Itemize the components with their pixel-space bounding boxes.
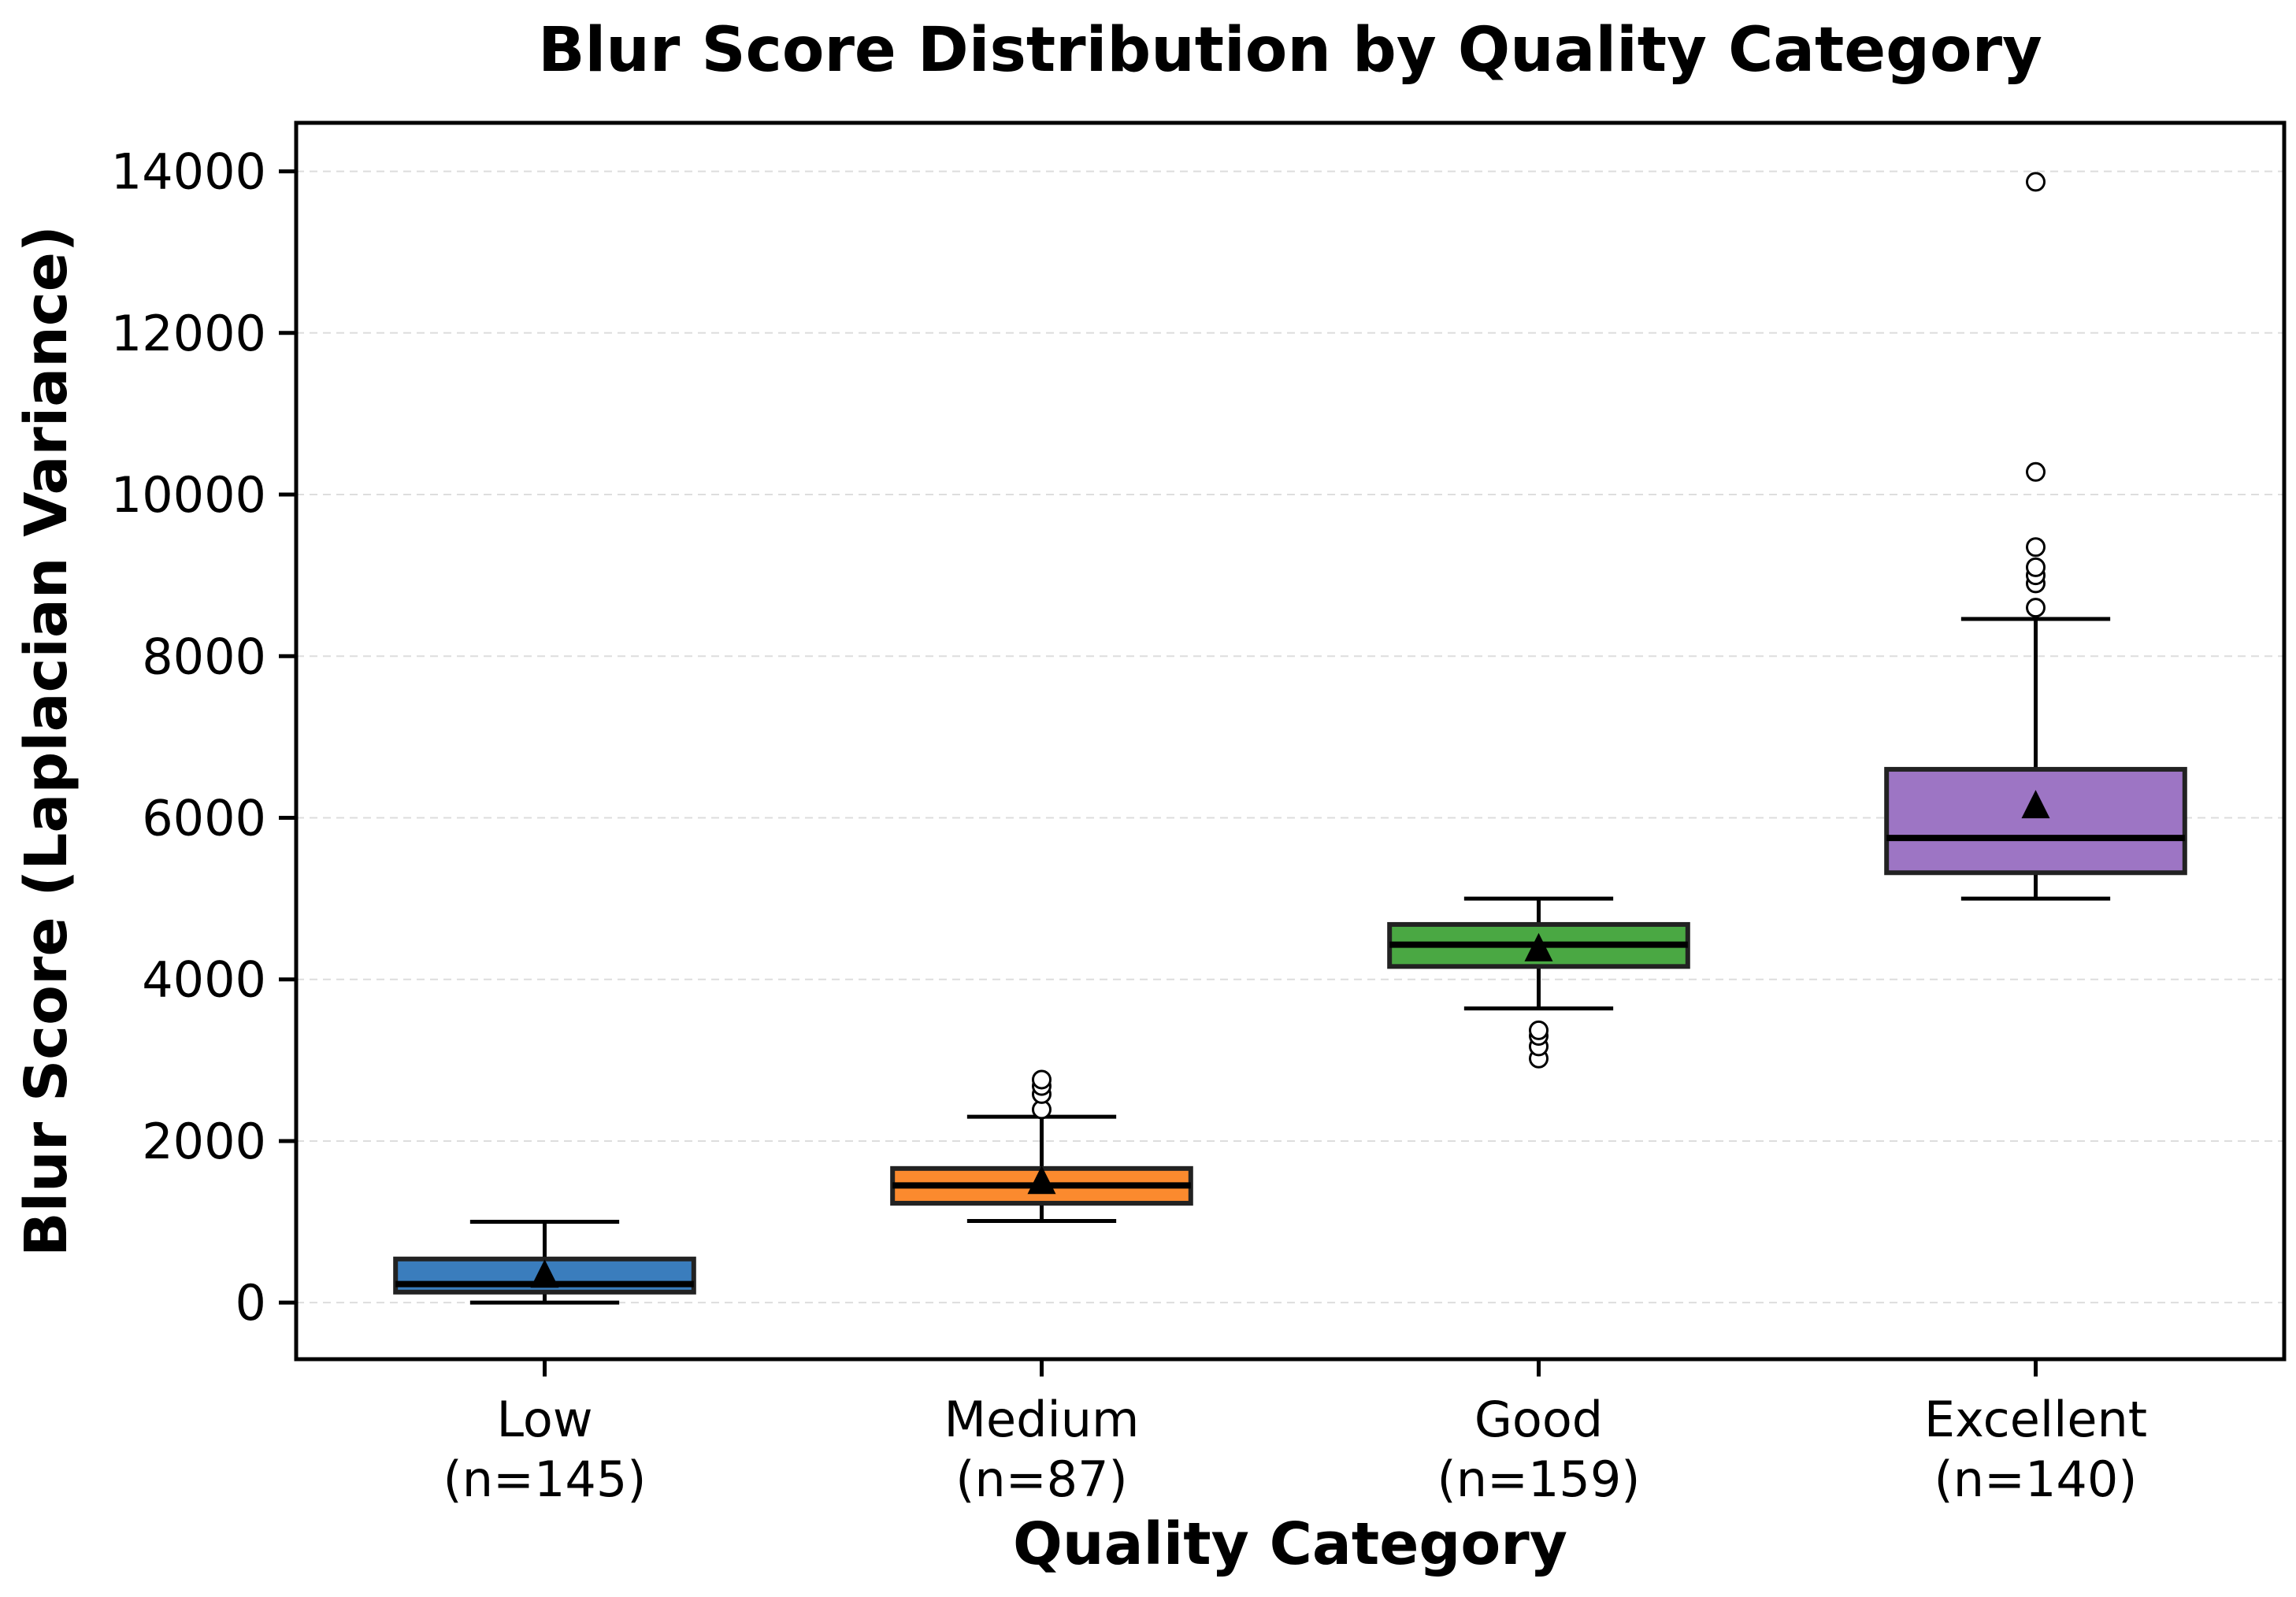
mean-marker: [1524, 932, 1553, 962]
y-axis-label: Blur Score (Laplacian Variance): [13, 225, 80, 1256]
y-tick-label: 6000: [142, 789, 266, 847]
y-tick-label: 10000: [111, 466, 266, 524]
chart-title: Blur Score Distribution by Quality Categ…: [538, 15, 2042, 86]
mean-marker: [2021, 790, 2050, 819]
x-tick-label: Good: [1474, 1391, 1603, 1448]
y-tick-label: 2000: [142, 1113, 266, 1170]
x-tick-count-label: (n=145): [443, 1451, 647, 1508]
box-good: [1387, 896, 1690, 1069]
y-tick-label: 4000: [142, 951, 266, 1009]
y-axis-ticks: 0 2000 4000 6000 8000 10000 12000 14000: [111, 143, 296, 1332]
box-low: [393, 1220, 696, 1305]
box-series: [393, 172, 2187, 1305]
box-excellent: [1884, 172, 2187, 901]
y-tick-label: 0: [236, 1274, 266, 1332]
x-tick-count-label: (n=140): [1934, 1451, 2138, 1508]
outlier-point: [2026, 557, 2046, 577]
x-tick-count-label: (n=87): [955, 1451, 1128, 1508]
box-medium: [890, 1069, 1193, 1224]
x-tick-label: Medium: [944, 1391, 1140, 1448]
y-tick-label: 12000: [111, 305, 266, 362]
x-axis-label: Quality Category: [1013, 1510, 1567, 1578]
x-axis-ticks: Low(n=145) Medium(n=87) Good(n=159) Excelle…: [443, 1359, 2147, 1508]
outlier-point: [1032, 1069, 1052, 1090]
y-tick-label: 8000: [142, 628, 266, 685]
y-grid: [296, 170, 2284, 1304]
x-tick-label: Low: [496, 1391, 592, 1448]
plot-frame: [294, 120, 2287, 1362]
x-tick-label: Excellent: [1924, 1391, 2147, 1448]
outlier-point: [2026, 172, 2046, 192]
outlier-point: [2026, 461, 2046, 482]
iqr-box: [1884, 766, 2187, 876]
y-tick-label: 14000: [111, 143, 266, 201]
outlier-point: [2026, 537, 2046, 558]
mean-marker: [1027, 1165, 1056, 1195]
x-tick-count-label: (n=159): [1437, 1451, 1641, 1508]
outlier-point: [2026, 598, 2046, 618]
outlier-point: [1529, 1020, 1549, 1040]
mean-marker: [530, 1259, 559, 1288]
